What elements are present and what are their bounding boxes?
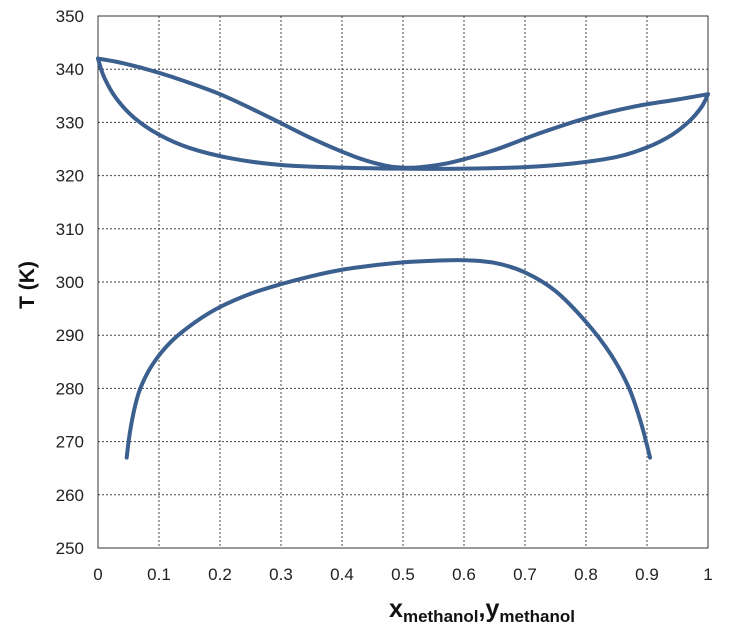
y-tick-label: 330 (56, 113, 84, 132)
x-tick-label: 0.3 (269, 565, 293, 584)
x-tick-labels: 0 0.1 0.2 0.3 0.4 0.5 0.6 0.7 0.8 0.9 1 (93, 565, 712, 584)
y-tick-label: 280 (56, 379, 84, 398)
x-axis-title-y-sub: methanol (499, 607, 575, 626)
x-tick-label: 0.1 (147, 565, 171, 584)
series-layer (96, 56, 710, 460)
x-axis-title: xmethanol,ymethanol (389, 595, 575, 626)
y-tick-label: 300 (56, 273, 84, 292)
bubble-point-curve (96, 56, 710, 171)
x-tick-label: 0.6 (452, 565, 476, 584)
x-axis-title-x: x (389, 595, 403, 623)
y-tick-label: 250 (56, 539, 84, 558)
y-tick-label: 270 (56, 433, 84, 452)
y-axis-title: T (K) (16, 261, 39, 309)
x-tick-label: 0.4 (330, 565, 354, 584)
y-tick-labels: 250 260 270 280 290 300 310 320 330 340 350 (56, 7, 84, 558)
x-axis-title-x-sub: methanol (403, 607, 479, 626)
liquid-liquid-curve (124, 258, 653, 460)
y-tick-label: 310 (56, 220, 84, 239)
y-tick-label: 260 (56, 486, 84, 505)
y-tick-label: 350 (56, 7, 84, 26)
y-tick-label: 290 (56, 326, 84, 345)
x-tick-label: 0.5 (391, 565, 415, 584)
x-axis-title-sep: , (479, 595, 486, 623)
x-tick-label: 1 (703, 565, 712, 584)
y-tick-label: 320 (56, 167, 84, 186)
x-tick-label: 0.7 (513, 565, 537, 584)
y-tick-label: 340 (56, 60, 84, 79)
x-tick-label: 0.9 (635, 565, 659, 584)
x-axis-title-y: y (485, 595, 499, 623)
x-tick-label: 0.8 (574, 565, 598, 584)
x-tick-label: 0 (93, 565, 102, 584)
x-tick-label: 0.2 (208, 565, 232, 584)
grid (97, 15, 709, 549)
plot-frame (97, 15, 709, 549)
